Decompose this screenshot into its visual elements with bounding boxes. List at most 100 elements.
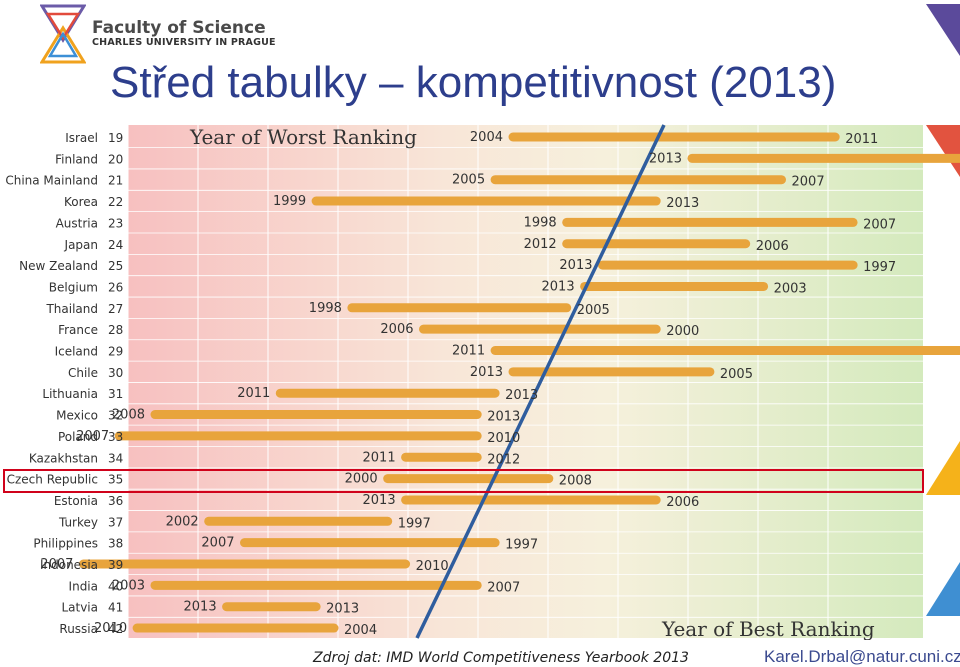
country-rank: 42 [108,622,123,636]
country-rank: 33 [108,430,123,444]
country-name: Indonesia [40,558,98,572]
faculty-name: Faculty of Science [92,18,266,38]
worst-year-label: 2003 [112,578,145,593]
country-name: France [58,323,98,337]
worst-year-label: 2007 [201,536,234,551]
worst-year-label: 2013 [184,600,217,615]
university-name: CHARLES UNIVERSITY IN PRAGUE [92,37,276,48]
best-year-label: 2007 [792,175,825,190]
country-rank: 34 [108,451,123,465]
decor-triangle-purple-icon [926,4,960,56]
country-rank: 27 [108,302,123,316]
worst-year-label: 2004 [470,130,503,145]
chart-background [128,125,923,638]
country-rank: 40 [108,579,123,593]
worst-year-label: 2006 [380,322,413,337]
worst-ranking-title: Year of Worst Ranking [189,125,417,149]
country-rank: 25 [108,259,123,273]
country-rank: 39 [108,558,123,572]
country-rank: 22 [108,195,123,209]
country-rank: 31 [108,387,123,401]
country-name: Belgium [49,280,98,294]
country-name: Thailand [45,302,98,316]
country-name: Kazakhstan [29,451,98,465]
trend-line [415,124,666,639]
worst-year-label: 1998 [524,215,557,230]
country-rank: 20 [108,152,123,166]
country-name: Japan [64,238,98,252]
best-year-label: 2003 [774,281,807,296]
decor-triangle-blue-icon [926,562,960,616]
worst-year-label: 2012 [524,237,557,252]
best-year-label: 2010 [416,559,449,574]
country-name: Israel [65,131,98,145]
country-name: Korea [64,195,98,209]
country-name: Philippines [33,537,98,551]
author-email: Karel.Drbal@natur.cuni.cz [764,647,960,666]
worst-year-label: 2013 [649,151,682,166]
best-year-label: 2010 [487,431,520,446]
worst-year-label: 1999 [273,194,306,209]
best-year-label: 1997 [505,538,538,553]
country-name: India [69,579,98,593]
country-rank: 41 [108,601,123,615]
worst-year-label: 2011 [452,344,485,359]
country-name: Poland [58,430,98,444]
faculty-logo-icon [40,4,86,64]
page-title: Střed tabulky – kompetitivnost (2013) [110,58,837,107]
country-rank: 23 [108,216,123,230]
best-year-label: 2004 [344,623,377,638]
worst-year-label: 2007 [76,429,109,444]
chart-gridlines [127,125,923,640]
best-year-label: 2007 [487,580,520,595]
country-rank: 38 [108,537,123,551]
country-rank: 36 [108,494,123,508]
country-rank: 21 [108,174,123,188]
country-rank: 30 [108,366,123,380]
best-year-label: 2006 [756,239,789,254]
country-rank: 24 [108,238,123,252]
best-year-label: 1997 [398,516,431,531]
country-name: Iceland [55,345,98,359]
competitiveness-chart: 2004 2011 2013 2003 2005 2007 1999 2013 1998 2007… [3,124,960,640]
country-name: China Mainland [5,174,98,188]
decor-triangle-red-icon [926,125,960,177]
worst-year-label: 2011 [363,450,396,465]
country-name: Finland [55,152,98,166]
country-name: Lithuania [42,387,98,401]
best-year-label: 2005 [720,367,753,382]
best-year-label: 2011 [845,132,878,147]
country-name: Estonia [54,494,98,508]
best-year-label: 2013 [505,388,538,403]
best-year-label: 2006 [666,495,699,510]
worst-year-label: 2007 [40,557,73,572]
best-ranking-title: Year of Best Ranking [661,617,875,640]
best-year-label: 2007 [863,217,896,232]
country-rank: 26 [108,280,123,294]
country-name: Chile [68,366,98,380]
country-rank: 32 [108,409,123,423]
country-rank: 29 [108,345,123,359]
worst-year-label: 2013 [470,365,503,380]
country-name: Russia [59,622,98,636]
best-year-label: 2012 [487,452,520,467]
country-rank: 35 [108,473,123,487]
decor-triangle-yellow-icon [926,441,960,495]
worst-year-label: 2013 [363,493,396,508]
chart-labels: 2004 2011 2013 2003 2005 2007 1999 2013 1998 2007… [40,130,896,638]
highlight-box [3,469,924,493]
country-name: Mexico [56,409,98,423]
worst-year-label: 2002 [166,514,199,529]
worst-year-label: 2013 [542,279,575,294]
best-year-label: 1997 [863,260,896,275]
worst-year-label: 2008 [112,408,145,423]
country-name: Latvia [61,601,98,615]
country-name: New Zealand [19,259,98,273]
worst-year-label: 2013 [559,258,592,273]
worst-year-label: 2000 [345,472,378,487]
country-rank: 19 [108,131,123,145]
best-year-label: 2005 [577,303,610,318]
chart-bars [78,132,960,633]
best-year-label: 2008 [559,474,592,489]
country-name: Turkey [58,515,98,529]
